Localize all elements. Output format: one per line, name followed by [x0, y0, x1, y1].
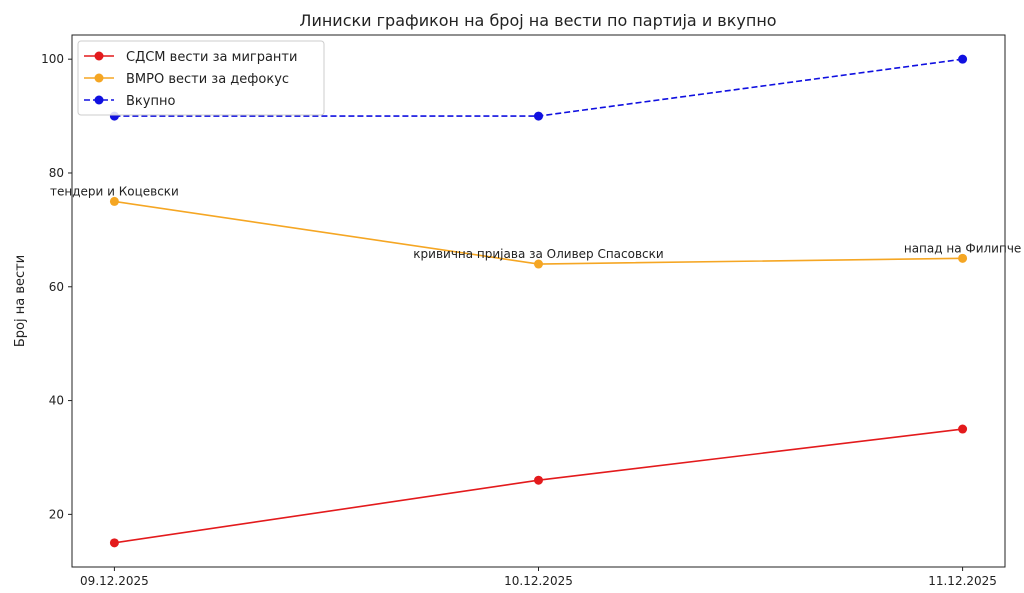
annotation: напад на Филипче: [904, 241, 1021, 255]
annotation: кривична пријава за Оливер Спасовски: [413, 247, 663, 261]
legend-label: Вкупно: [126, 94, 175, 109]
data-point: [534, 259, 543, 269]
data-point: [109, 196, 119, 206]
x-tick-label: 09.12.2025: [80, 574, 149, 588]
legend-marker: [94, 95, 104, 105]
data-point: [958, 253, 968, 263]
data-point: [958, 54, 968, 64]
plot-area-frame: [71, 34, 1006, 568]
data-point: [534, 475, 543, 485]
y-tick-label: 20: [49, 507, 64, 521]
y-tick-label: 40: [49, 394, 64, 408]
chart-title: Линиски графикон на број на вести по пар…: [299, 11, 776, 30]
y-tick-label: 80: [49, 166, 64, 180]
legend-marker: [94, 73, 104, 83]
legend-box: [77, 40, 325, 116]
x-tick-label: 11.12.2025: [928, 574, 997, 588]
y-axis-label: Број на вести: [13, 255, 28, 347]
series-line-0: [114, 428, 963, 544]
x-tick-label: 10.12.2025: [504, 574, 573, 588]
legend-label: ВМРО вести за дефокус: [126, 72, 289, 87]
legend-label: СДСМ вести за мигранти: [126, 50, 297, 65]
data-point: [534, 111, 543, 121]
data-point: [109, 538, 119, 548]
data-point: [958, 424, 968, 434]
y-tick-label: 100: [41, 52, 64, 66]
legend-marker: [94, 51, 104, 61]
legend: СДСМ вести за мигранти ВМРО вести за дефо…: [77, 40, 325, 116]
y-tick-label: 60: [49, 280, 64, 294]
annotation: тендери и Коцевски: [50, 184, 179, 198]
